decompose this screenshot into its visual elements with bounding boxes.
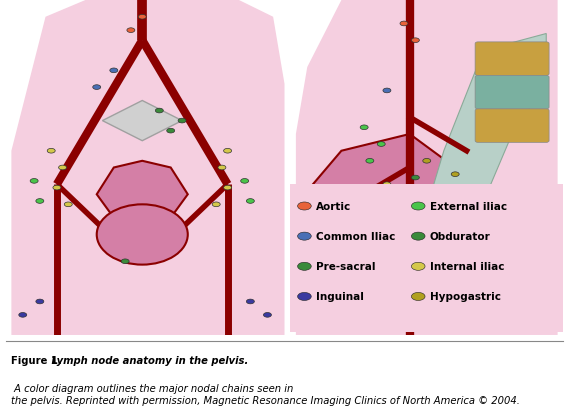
Circle shape xyxy=(411,232,425,240)
Circle shape xyxy=(30,178,38,183)
Circle shape xyxy=(53,185,61,190)
Circle shape xyxy=(127,28,135,32)
Polygon shape xyxy=(102,101,182,141)
Circle shape xyxy=(218,165,226,170)
Circle shape xyxy=(298,262,311,270)
Text: External iliac: External iliac xyxy=(430,202,507,212)
Text: Figure 1.: Figure 1. xyxy=(11,356,62,366)
Text: Common Iliac: Common Iliac xyxy=(316,232,395,242)
Text: Internal iliac: Internal iliac xyxy=(430,262,504,272)
Circle shape xyxy=(224,185,232,190)
Circle shape xyxy=(434,189,442,193)
Text: Lymph node anatomy in the pelvis.: Lymph node anatomy in the pelvis. xyxy=(48,356,249,366)
Circle shape xyxy=(19,312,27,317)
Circle shape xyxy=(411,202,425,210)
Polygon shape xyxy=(313,134,467,268)
Circle shape xyxy=(423,158,431,163)
Circle shape xyxy=(36,299,44,304)
Circle shape xyxy=(212,202,220,207)
Circle shape xyxy=(246,299,254,304)
FancyBboxPatch shape xyxy=(290,184,563,332)
Circle shape xyxy=(64,202,72,207)
FancyBboxPatch shape xyxy=(475,75,549,109)
Polygon shape xyxy=(11,0,284,335)
Circle shape xyxy=(366,158,374,163)
Polygon shape xyxy=(97,161,188,251)
Circle shape xyxy=(411,38,419,43)
Circle shape xyxy=(383,182,391,187)
Text: A color diagram outlines the major nodal chains seen in
the pelvis. Reprinted wi: A color diagram outlines the major nodal… xyxy=(11,384,520,406)
Circle shape xyxy=(298,232,311,240)
Circle shape xyxy=(366,209,374,213)
Ellipse shape xyxy=(97,204,188,265)
Text: Pre-sacral: Pre-sacral xyxy=(316,262,376,272)
FancyBboxPatch shape xyxy=(475,42,549,75)
Circle shape xyxy=(298,202,311,210)
Polygon shape xyxy=(307,275,455,308)
Circle shape xyxy=(315,239,323,244)
Circle shape xyxy=(241,178,249,183)
Circle shape xyxy=(377,142,385,146)
Circle shape xyxy=(167,128,175,133)
Circle shape xyxy=(400,199,408,203)
Circle shape xyxy=(411,262,425,270)
Circle shape xyxy=(59,165,67,170)
Text: Aortic: Aortic xyxy=(316,202,351,212)
Circle shape xyxy=(411,292,425,300)
Circle shape xyxy=(383,88,391,93)
Circle shape xyxy=(360,125,368,129)
FancyBboxPatch shape xyxy=(475,109,549,142)
Circle shape xyxy=(138,14,146,19)
Circle shape xyxy=(121,259,129,263)
Circle shape xyxy=(93,85,101,90)
Circle shape xyxy=(411,175,419,180)
Circle shape xyxy=(298,292,311,300)
Text: Obdurator: Obdurator xyxy=(430,232,490,242)
Circle shape xyxy=(178,118,186,123)
Circle shape xyxy=(47,148,55,153)
Circle shape xyxy=(263,312,271,317)
Circle shape xyxy=(36,199,44,203)
Polygon shape xyxy=(427,33,546,234)
Circle shape xyxy=(400,21,408,26)
Circle shape xyxy=(110,68,118,73)
Circle shape xyxy=(246,199,254,203)
Circle shape xyxy=(155,108,163,113)
Text: Hypogastric: Hypogastric xyxy=(430,292,501,302)
Circle shape xyxy=(451,172,459,177)
Circle shape xyxy=(224,148,232,153)
Polygon shape xyxy=(296,0,558,335)
Text: Inguinal: Inguinal xyxy=(316,292,364,302)
